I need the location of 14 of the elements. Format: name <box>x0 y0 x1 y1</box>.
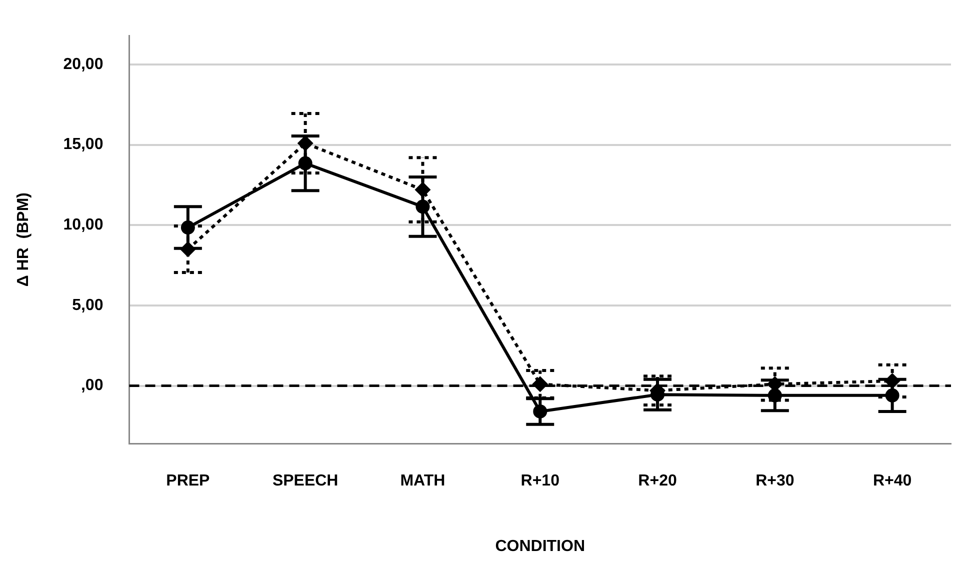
x-tick-label: R+30 <box>756 472 794 490</box>
x-tick-label: R+40 <box>872 472 912 490</box>
x-tick-label: PREP <box>166 472 210 490</box>
x-axis-title: CONDITION <box>495 538 586 555</box>
y-tick-label: 20,00 <box>63 56 104 73</box>
x-tick-label: R+20 <box>638 472 677 490</box>
y-tick-label: ,00 <box>80 377 104 394</box>
x-tick-label: MATH <box>400 472 446 490</box>
y-tick-label: 15,00 <box>63 136 104 154</box>
y-tick-label: 5,00 <box>72 296 104 314</box>
y-axis-title: Δ HR (BPM) <box>15 192 32 287</box>
y-tick-label: 10,00 <box>63 216 104 234</box>
x-tick-label: SPEECH <box>272 472 338 490</box>
x-tick-label: R+10 <box>520 472 560 490</box>
